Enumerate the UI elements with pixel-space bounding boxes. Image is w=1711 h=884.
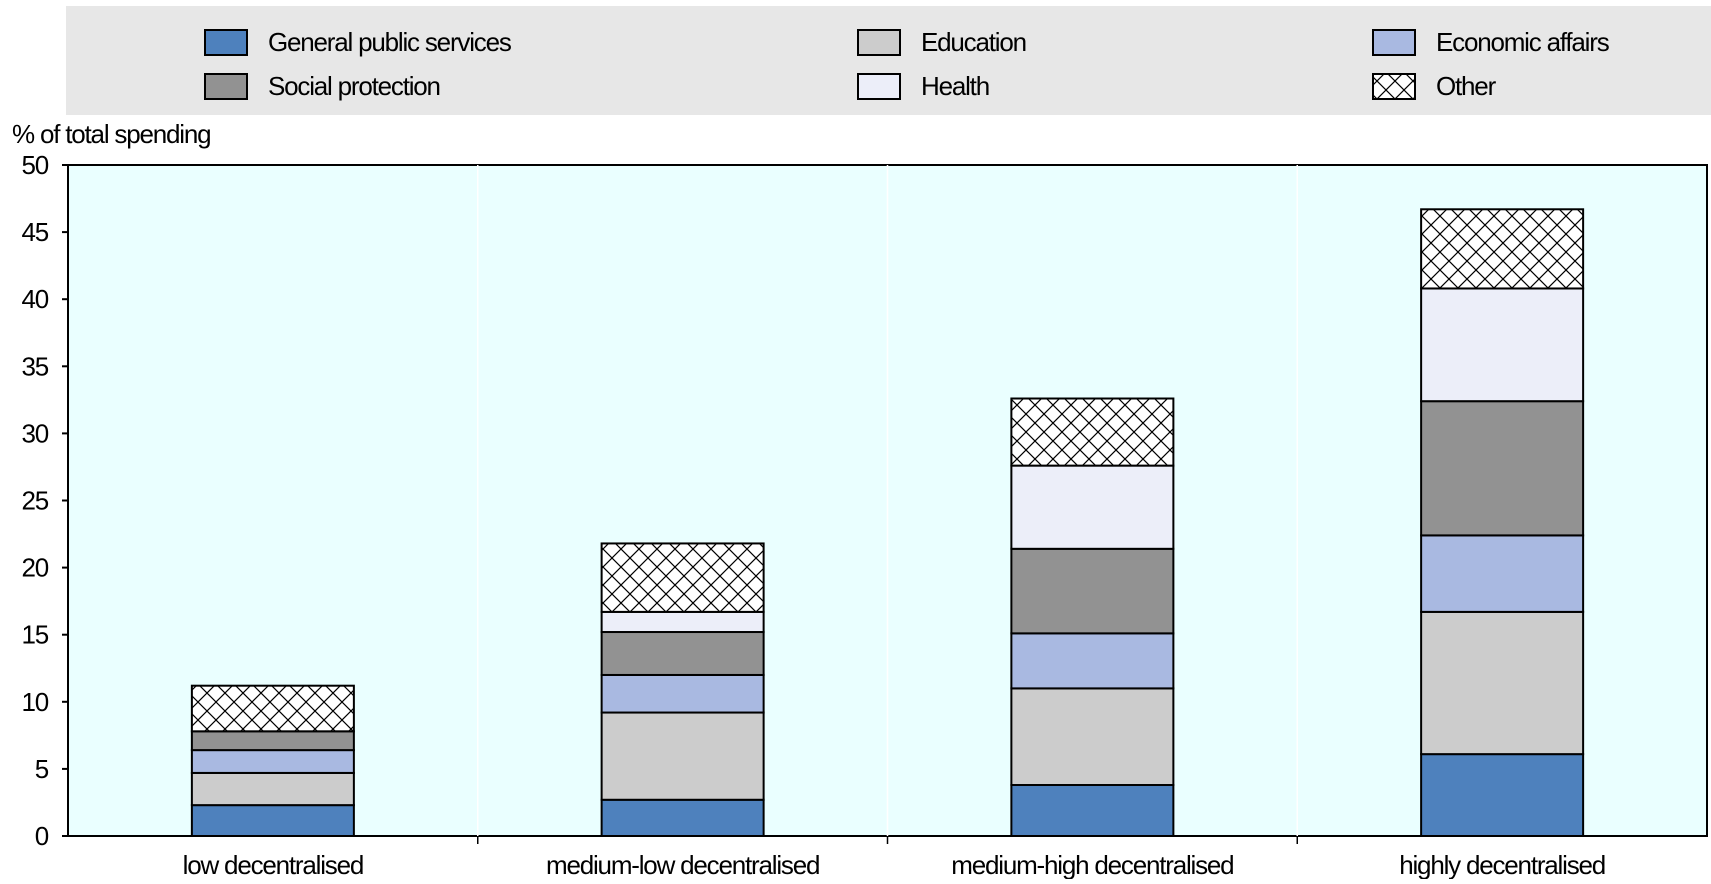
y-tick-label: 25 <box>21 486 48 516</box>
bar-social-protection-medium-low-decentralised <box>600 631 765 676</box>
bar-education-medium-low-decentralised <box>600 711 765 801</box>
bar-economic-affairs-low-decentralised <box>190 749 355 774</box>
x-tick-label: highly decentralised <box>1399 850 1605 879</box>
bar-education-low-decentralised <box>190 771 355 807</box>
y-axis-label: % of total spending <box>12 119 210 149</box>
legend-label-other: Other <box>1436 71 1497 101</box>
x-tick-label: medium-high decentralised <box>951 850 1233 879</box>
bar-health-highly-decentralised <box>1420 287 1585 403</box>
legend-swatch-health <box>857 73 901 100</box>
bar-health-medium-high-decentralised <box>1010 464 1175 550</box>
bar-education-highly-decentralised <box>1420 610 1585 756</box>
bar-other-highly-decentralised <box>1420 208 1585 290</box>
y-tick-label: 15 <box>21 620 48 650</box>
legend-swatch-general-public-services <box>204 29 248 56</box>
y-tick-label: 50 <box>21 150 48 180</box>
bar-economic-affairs-medium-high-decentralised <box>1010 632 1175 690</box>
bar-education-medium-high-decentralised <box>1010 687 1175 787</box>
legend: General public services Education Economic… <box>204 27 1611 101</box>
x-tick-label: low decentralised <box>183 850 364 879</box>
legend-swatch-education <box>857 29 901 56</box>
legend-label-general-public-services: General public services <box>268 27 512 57</box>
bar-health-medium-low-decentralised <box>600 610 765 634</box>
x-axis: low decentralised medium-low decentralise… <box>183 165 1606 880</box>
bar-social-protection-highly-decentralised <box>1420 400 1585 537</box>
y-tick-label: 30 <box>21 418 48 448</box>
x-tick-label: medium-low decentralised <box>546 850 819 879</box>
bar-economic-affairs-medium-low-decentralised <box>600 673 765 714</box>
bar-social-protection-low-decentralised <box>190 730 355 752</box>
y-tick-label: 5 <box>35 754 49 784</box>
bar-other-medium-high-decentralised <box>1010 397 1175 467</box>
y-axis: 0 5 10 15 20 25 30 35 40 45 50 <box>21 150 68 851</box>
bar-general-public-services-highly-decentralised <box>1420 753 1585 837</box>
bar-economic-affairs-highly-decentralised <box>1420 534 1585 613</box>
y-tick-label: 35 <box>21 351 48 381</box>
bars <box>190 208 1585 838</box>
y-tick-label: 40 <box>21 284 48 314</box>
legend-label-education: Education <box>921 27 1026 57</box>
legend-label-economic-affairs: Economic affairs <box>1436 27 1610 57</box>
y-tick-label: 45 <box>21 217 48 247</box>
legend-swatch-other <box>1372 73 1416 100</box>
bar-general-public-services-medium-high-decentralised <box>1010 784 1175 838</box>
legend-label-social-protection: Social protection <box>268 71 440 101</box>
y-tick-label: 10 <box>21 687 48 717</box>
y-tick-label: 20 <box>21 553 48 583</box>
legend-label-health: Health <box>921 71 989 101</box>
bar-other-low-decentralised <box>190 684 355 733</box>
bar-social-protection-medium-high-decentralised <box>1010 547 1175 635</box>
bar-other-medium-low-decentralised <box>600 542 765 613</box>
legend-swatch-economic-affairs <box>1372 29 1416 56</box>
legend-swatch-social-protection <box>204 73 248 100</box>
bar-general-public-services-low-decentralised <box>190 804 355 837</box>
bar-general-public-services-medium-low-decentralised <box>600 798 765 837</box>
y-tick-label: 0 <box>35 821 49 851</box>
